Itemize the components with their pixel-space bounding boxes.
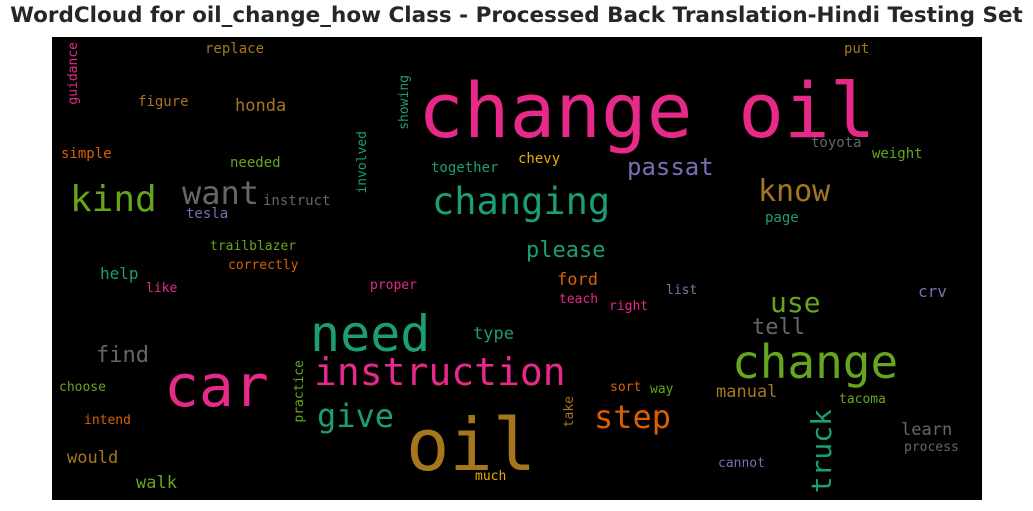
word-tacoma: tacoma — [839, 392, 886, 407]
word-instruct: instruct — [263, 193, 331, 209]
word-guidance: guidance — [66, 42, 81, 105]
word-would: would — [67, 448, 119, 468]
word-much: much — [475, 469, 507, 484]
word-find: find — [96, 343, 149, 368]
word-ford: ford — [557, 270, 598, 290]
word-tell: tell — [752, 315, 805, 340]
word-give: give — [317, 397, 395, 435]
wordcloud-canvas: change oil oil car need change instruction cha… — [52, 37, 982, 500]
word-changing: changing — [432, 180, 611, 223]
word-cannot: cannot — [718, 456, 765, 471]
word-crv: crv — [918, 282, 947, 301]
word-truck: truck — [805, 409, 838, 494]
word-choose: choose — [59, 380, 106, 395]
word-kind: kind — [70, 179, 157, 220]
word-learn: learn — [901, 420, 953, 440]
word-step: step — [594, 398, 672, 436]
word-page: page — [765, 210, 799, 226]
word-type: type — [473, 324, 514, 344]
word-please: please — [526, 238, 606, 263]
word-replace: replace — [205, 41, 265, 57]
word-passat: passat — [627, 153, 714, 181]
word-take: take — [562, 396, 577, 428]
word-proper: proper — [370, 278, 417, 293]
word-involved: involved — [355, 131, 370, 194]
word-together: together — [431, 160, 499, 176]
word-tesla: tesla — [186, 206, 229, 222]
word-showing: showing — [397, 75, 412, 130]
word-instruction: instruction — [314, 350, 566, 394]
word-want: want — [182, 174, 260, 212]
word-need: need — [310, 305, 431, 363]
word-correctly: correctly — [228, 258, 299, 273]
word-teach: teach — [559, 292, 599, 307]
word-car: car — [164, 352, 269, 420]
word-weight: weight — [872, 146, 923, 162]
word-figure: figure — [138, 94, 189, 110]
word-like: like — [146, 281, 178, 296]
word-manual: manual — [716, 382, 778, 402]
word-process: process — [904, 440, 959, 455]
word-use: use — [770, 286, 821, 319]
word-needed: needed — [230, 155, 281, 171]
word-help: help — [100, 264, 139, 283]
word-honda: honda — [235, 96, 287, 116]
word-toyota: toyota — [811, 135, 862, 151]
word-trailblazer: trailblazer — [210, 239, 297, 254]
word-walk: walk — [136, 473, 177, 493]
word-change: change — [732, 335, 899, 389]
word-chevy: chevy — [518, 151, 561, 167]
word-right: right — [609, 299, 649, 314]
word-oil: oil — [406, 403, 537, 487]
word-intend: intend — [84, 413, 131, 428]
chart-title: WordCloud for oil_change_how Class - Pro… — [10, 3, 1023, 28]
word-know: know — [758, 174, 831, 209]
word-list: list — [666, 283, 698, 298]
word-simple: simple — [61, 146, 112, 162]
word-way: way — [650, 382, 674, 397]
word-sort: sort — [610, 380, 642, 395]
word-put: put — [844, 41, 870, 57]
word-change-oil: change oil — [418, 66, 876, 155]
word-practice: practice — [292, 360, 307, 423]
